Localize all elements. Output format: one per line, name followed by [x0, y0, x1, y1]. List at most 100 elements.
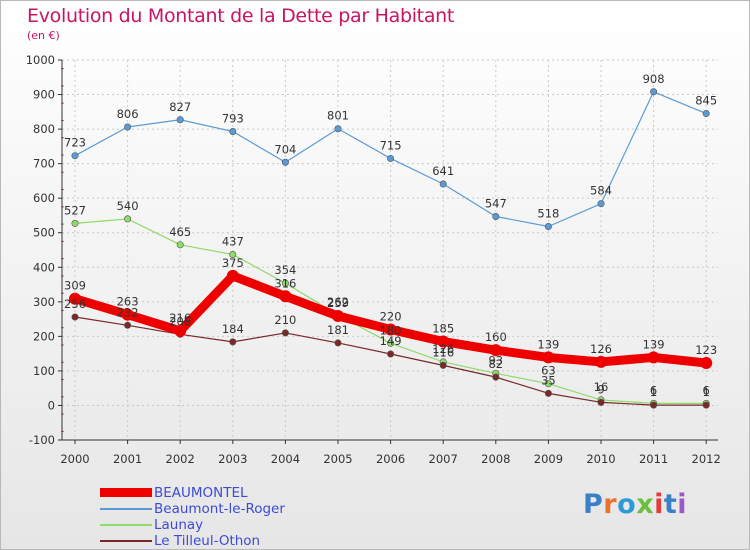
data-label: 6: [703, 383, 710, 397]
data-point: [387, 154, 395, 162]
data-point: [334, 339, 342, 347]
data-label: 232: [117, 305, 139, 319]
data-point: [650, 401, 658, 409]
data-label: 139: [643, 337, 665, 351]
data-label: 375: [222, 256, 244, 270]
data-label: 309: [64, 279, 86, 293]
data-label: 139: [537, 337, 559, 351]
data-label: 437: [222, 234, 244, 248]
legend-swatch: [100, 540, 152, 542]
data-label: 262: [327, 295, 349, 309]
y-tick-label: 100: [33, 364, 55, 378]
data-point: [174, 324, 187, 337]
proxiti-logo: Proxiti: [583, 489, 687, 520]
data-label: 641: [432, 164, 454, 178]
data-point: [597, 200, 605, 208]
data-point: [492, 373, 500, 381]
logo-letter: o: [617, 489, 637, 520]
data-point: [71, 152, 79, 160]
y-tick-label: 0: [48, 398, 55, 412]
data-point: [281, 329, 289, 337]
x-tick-label: 2008: [481, 452, 510, 466]
legend-label: Le Tilleul-Othon: [154, 533, 261, 549]
axes: -100 0 100 200 300 400 500 600 700 800 900 1000 2000…: [26, 53, 721, 466]
data-label: 715: [380, 138, 402, 152]
data-label: 354: [274, 263, 296, 277]
data-label: 256: [64, 297, 86, 311]
data-label: 1: [650, 385, 657, 399]
logo-letter: x: [636, 489, 655, 520]
x-tick-label: 2005: [323, 452, 352, 466]
x-tick-label: 2010: [586, 452, 615, 466]
legend-swatch: [100, 488, 152, 497]
data-point: [700, 356, 713, 369]
data-point: [702, 110, 710, 118]
data-point: [281, 158, 289, 166]
data-point: [542, 351, 555, 364]
data-label: 220: [380, 309, 402, 323]
data-point: [492, 212, 500, 220]
data-labels: 309 263 216 375 316 259 220 185 160 139 126 139 123 7…: [64, 72, 717, 399]
data-point: [384, 323, 397, 336]
x-tick-label: 2012: [692, 452, 721, 466]
data-point: [332, 309, 344, 322]
data-point: [544, 380, 552, 388]
data-point: [176, 241, 184, 249]
data-point: [121, 308, 134, 321]
logo-letter: P: [583, 489, 604, 520]
data-point: [647, 351, 660, 364]
data-label: 547: [485, 196, 507, 210]
data-label: 126: [432, 342, 454, 356]
data-point: [387, 339, 395, 347]
chart-subtitle: (en €): [27, 29, 60, 42]
data-label: 210: [274, 313, 296, 327]
data-label: 259: [327, 296, 349, 310]
x-tick-label: 2007: [429, 452, 458, 466]
data-label: 908: [643, 72, 665, 86]
x-tick-label: 2003: [218, 452, 247, 466]
data-label: 82: [488, 357, 503, 371]
data-label: 149: [380, 334, 402, 348]
data-point: [439, 180, 447, 188]
data-label: 584: [590, 184, 612, 198]
data-label: 184: [222, 322, 244, 336]
y-tick-label: 900: [33, 88, 55, 102]
series: [69, 88, 713, 409]
y-tick-label: 200: [33, 329, 55, 343]
y-tick-label: 700: [33, 157, 55, 171]
data-point: [124, 123, 132, 131]
y-tick-label: 500: [33, 226, 55, 240]
data-label: 704: [274, 142, 296, 156]
data-point: [71, 219, 79, 227]
x-tick-label: 2004: [271, 452, 300, 466]
x-tick-label: 2011: [639, 452, 668, 466]
data-label: 316: [274, 276, 296, 290]
x-tick-label: 2002: [166, 452, 195, 466]
data-label: 206: [169, 314, 191, 328]
data-label: 6: [650, 383, 657, 397]
data-label: 35: [541, 373, 556, 387]
data-point: [334, 125, 342, 133]
logo-letter: i: [654, 489, 664, 520]
data-point: [69, 292, 81, 305]
x-tick-label: 2009: [534, 452, 563, 466]
data-label: 9: [597, 382, 604, 396]
legend-label: Beaumont-le-Roger: [154, 501, 285, 517]
legend-label: BEAUMONTEL: [154, 485, 248, 501]
y-tick-label: 600: [33, 191, 55, 205]
logo-letter: r: [603, 489, 618, 520]
data-label: 180: [380, 323, 402, 337]
data-point: [71, 313, 79, 321]
data-label: 518: [537, 207, 559, 221]
legend-label: Launay: [154, 517, 204, 533]
data-label: 93: [488, 353, 503, 367]
data-point: [124, 215, 132, 223]
data-point: [229, 250, 237, 258]
data-label: 723: [64, 136, 86, 150]
chart-title: Evolution du Montant de la Dette par Hab…: [27, 5, 455, 27]
y-tick-label: 300: [33, 295, 55, 309]
data-point: [544, 223, 552, 231]
data-label: 126: [590, 342, 612, 356]
data-point: [544, 389, 552, 397]
data-label: 16: [594, 380, 609, 394]
